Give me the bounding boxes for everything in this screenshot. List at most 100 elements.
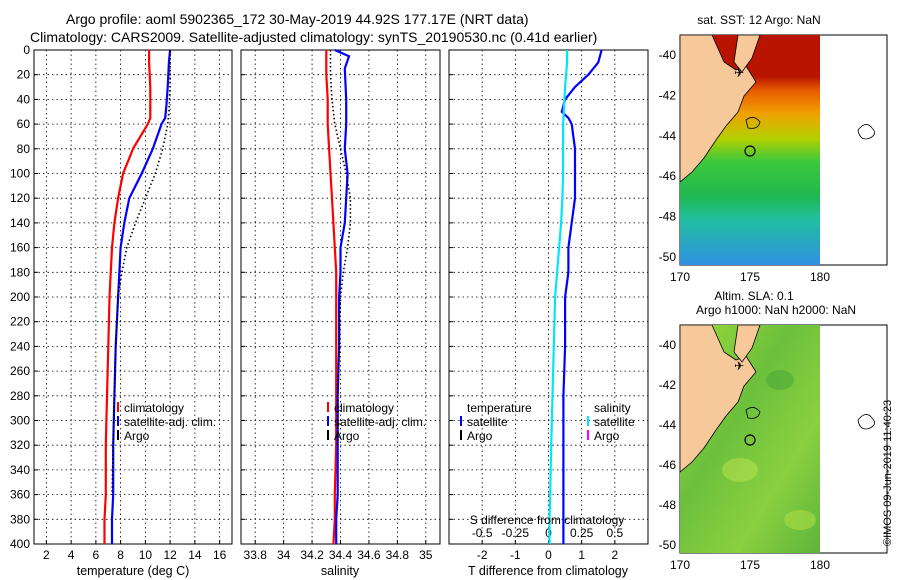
figure-title-line2: Climatology: CARS2009. Satellite-adjuste… xyxy=(30,29,597,45)
depth-tick-label: 320 xyxy=(10,438,30,452)
sla-land-north-island xyxy=(733,324,761,363)
depth-tick-label: 0 xyxy=(23,43,30,57)
depth-tick-label: 360 xyxy=(10,488,30,502)
difference-s-tick-label: -0.5 xyxy=(472,526,493,540)
sla-map-title-line1: Altim. SLA: 0.1 xyxy=(714,289,794,303)
depth-tick-label: 240 xyxy=(10,339,30,353)
difference-xtick-label: 1 xyxy=(578,548,585,562)
depth-tick-label: 400 xyxy=(10,537,30,551)
temperature-series-argo xyxy=(111,50,171,495)
map-xtick-label: 175 xyxy=(740,270,760,284)
temperature-series-satellite-adj-clim- xyxy=(110,49,172,544)
sst-map-axes: 170 175 180 -40 -42 -44 -46 -48 -50 xyxy=(659,48,831,284)
depth-tick-label: 180 xyxy=(10,265,30,279)
sst-argo-marker: ✈ xyxy=(734,66,744,80)
temperature-xtick-label: 14 xyxy=(188,548,202,562)
map-ytick-label: -46 xyxy=(659,458,677,472)
map-ytick-label: -44 xyxy=(659,418,677,432)
legend-s-argo-label: Argo xyxy=(594,429,620,443)
legend-t-argo-label: Argo xyxy=(467,429,493,443)
sla-map-title-line2: Argo h1000: NaN h2000: NaN xyxy=(696,303,856,317)
sst-argo-position-marker xyxy=(744,145,756,157)
depth-tick-label: 40 xyxy=(17,92,31,106)
salinity-xtick-label: 34.2 xyxy=(300,548,324,562)
profile-plots: 2 4 6 8 10 12 14 16 33.8 34 34.2 34.4 34.6 34.8 35 -2 -1… xyxy=(34,48,648,562)
salinity-series-satellite-adj-clim- xyxy=(334,48,351,544)
imos-timestamp: ©IMOS 09-Jun-2019 11:40:23 xyxy=(882,400,894,546)
figure-title-line1: Argo profile: aoml 5902365_172 30-May-20… xyxy=(66,11,529,27)
temperature-xtick-label: 12 xyxy=(163,548,177,562)
map-xtick-label: 175 xyxy=(740,558,760,572)
sla-eddy xyxy=(722,458,758,482)
legend-s-satellite-label: satellite xyxy=(594,415,635,429)
difference-series-satellite xyxy=(560,49,603,544)
map-ytick-label: -50 xyxy=(659,250,677,264)
salinity-series-climatology xyxy=(325,50,338,545)
salinity-plot: 33.8 34 34.2 34.4 34.6 34.8 35 xyxy=(241,48,440,562)
legend-argo-label: Argo xyxy=(124,429,150,443)
depth-tick-label: 340 xyxy=(10,463,30,477)
legend-argo-label: Argo xyxy=(334,429,360,443)
map-xtick-label: 180 xyxy=(810,558,830,572)
depth-tick-label: 260 xyxy=(10,364,30,378)
sla-chatham-islands xyxy=(857,414,875,430)
map-ytick-label: -40 xyxy=(659,48,677,62)
depth-tick-label: 200 xyxy=(10,290,30,304)
sla-map-axes: 170 175 180 -40 -42 -44 -46 -48 -50 xyxy=(659,338,831,572)
legend-temperature-title: temperature xyxy=(467,401,532,415)
salinity-xtick-label: 34.4 xyxy=(329,548,353,562)
salinity-xlabel: salinity xyxy=(321,564,360,578)
sla-map: ✈ xyxy=(679,324,888,554)
difference-xlabel: T difference from climatology xyxy=(468,564,629,578)
sst-map-title: sat. SST: 12 Argo: NaN xyxy=(697,13,820,27)
salinity-xtick-label: 33.8 xyxy=(244,548,268,562)
depth-tick-label: 140 xyxy=(10,216,30,230)
difference-s-tick-label: 0.25 xyxy=(570,526,594,540)
depth-tick-label: 100 xyxy=(10,167,30,181)
sst-map: ✈ xyxy=(679,34,888,266)
legend-t-satellite-label: satellite xyxy=(467,415,508,429)
salinity-xtick-label: 34.8 xyxy=(386,548,410,562)
map-ytick-label: -46 xyxy=(659,169,677,183)
difference-xlabel-top: S difference from climatology xyxy=(470,513,625,527)
map-ytick-label: -48 xyxy=(659,210,677,224)
sla-land-south-island xyxy=(679,324,757,473)
salinity-xtick-label: 34 xyxy=(277,548,291,562)
map-xtick-label: 170 xyxy=(670,558,690,572)
temperature-xlabel: temperature (deg C) xyxy=(77,564,190,578)
temperature-xtick-label: 4 xyxy=(68,548,75,562)
depth-axis: 0 20 40 60 80 100 120 140 160 180 200 220 240 260 280 3… xyxy=(10,43,30,551)
temperature-xtick-label: 8 xyxy=(117,548,124,562)
depth-tick-label: 380 xyxy=(10,512,30,526)
temperature-legend: climatology satellite-adj. clim. Argo xyxy=(117,401,216,443)
temperature-xtick-label: 10 xyxy=(139,548,153,562)
legend-satellite-label: satellite-adj. clim. xyxy=(334,415,426,429)
depth-tick-label: 120 xyxy=(10,191,30,205)
sla-eddy xyxy=(784,510,816,530)
temperature-series-climatology xyxy=(103,50,152,544)
temperature-xtick-label: 6 xyxy=(93,548,100,562)
temperature-plot: 2 4 6 8 10 12 14 16 xyxy=(34,49,232,562)
salinity-xtick-label: 35 xyxy=(419,548,433,562)
map-ytick-label: -48 xyxy=(659,498,677,512)
depth-tick-label: 220 xyxy=(10,315,30,329)
difference-legend: temperature satellite Argo salinity sate… xyxy=(460,401,635,443)
legend-salinity-title: salinity xyxy=(594,401,631,415)
salinity-xtick-label: 34.6 xyxy=(357,548,381,562)
depth-tick-label: 280 xyxy=(10,389,30,403)
difference-series-satellite xyxy=(548,50,569,544)
depth-tick-label: 20 xyxy=(17,68,31,82)
sst-land-south-island xyxy=(679,34,757,183)
difference-xtick-label: 2 xyxy=(611,548,618,562)
sla-island-contour xyxy=(745,407,761,419)
legend-satellite-label: satellite-adj. clim. xyxy=(124,415,216,429)
difference-s-tick-label: -0.25 xyxy=(502,526,530,540)
difference-xtick-label: -1 xyxy=(510,548,521,562)
temperature-xtick-label: 2 xyxy=(43,548,50,562)
sla-argo-position-marker xyxy=(744,434,756,446)
sla-argo-marker: ✈ xyxy=(734,359,744,373)
difference-xtick-label: 0 xyxy=(545,548,552,562)
sst-island-contour xyxy=(745,117,761,129)
temperature-xtick-label: 16 xyxy=(213,548,227,562)
